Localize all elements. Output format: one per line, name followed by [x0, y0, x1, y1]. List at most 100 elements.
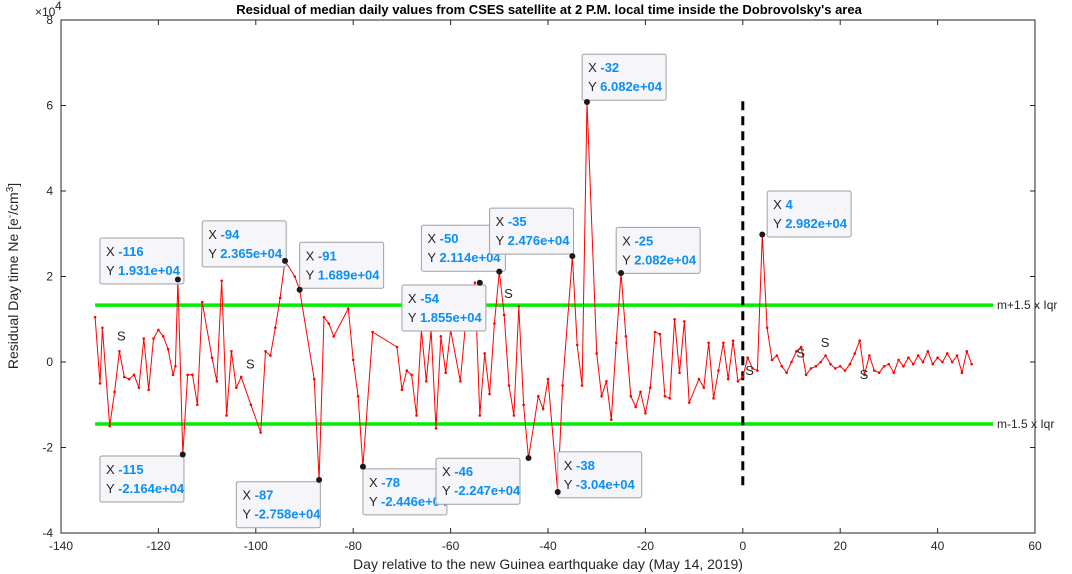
datatip-x-key: X [106, 462, 118, 477]
data-point [166, 347, 170, 351]
datatip-box [201, 220, 287, 268]
datatip-box [766, 190, 852, 238]
datatip-y-value: 2.082e+04 [634, 252, 697, 267]
datatip-y-key: Y [496, 233, 508, 248]
datatip-marker [496, 268, 503, 275]
data-point [278, 296, 282, 300]
datatip-marker [554, 488, 561, 495]
data-point [118, 350, 121, 353]
data-point [215, 379, 219, 383]
data-point [137, 386, 141, 389]
data-point [907, 356, 910, 360]
datatip-y-key: Y [427, 250, 439, 265]
x-tick-label: -20 [637, 539, 655, 553]
datatip-x-line: X -50 [427, 231, 458, 246]
datatip[interactable]: X -78Y -2.446e+04 [359, 463, 448, 516]
data-point [347, 307, 350, 310]
datatip-marker [296, 286, 303, 293]
datatip[interactable]: X -38Y -3.04e+04 [554, 451, 643, 499]
data-series [93, 100, 973, 494]
data-point [751, 367, 754, 370]
y-tick-label: -4 [42, 526, 53, 540]
datatip[interactable]: X -32Y 6.082e+04 [581, 53, 667, 105]
data-point [765, 326, 769, 330]
datatip-y-line: Y 1.855e+04 [408, 310, 483, 325]
datatip-x-value: -78 [381, 475, 400, 490]
x-axis: -140 -120 -100 -80 -60 -40 -20 0 20 40 60 [49, 20, 1042, 553]
data-point [960, 371, 964, 374]
data-point [230, 350, 233, 353]
datatip-y-line: Y -2.164e+04 [106, 481, 185, 496]
data-point [848, 362, 852, 366]
data-point [600, 394, 603, 398]
datatip-marker [359, 463, 366, 470]
datatip-x-line: X 4 [773, 197, 793, 212]
y-axis-title-part3: ] [5, 183, 21, 187]
data-point [327, 322, 331, 325]
datatip[interactable]: X 4Y 2.982e+04 [759, 190, 852, 238]
datatip-y-line: Y 1.931e+04 [106, 263, 181, 278]
datatip-x-value: -91 [318, 248, 337, 263]
data-point [191, 373, 194, 377]
datatip-y-value: 1.689e+04 [318, 267, 381, 282]
data-point [648, 386, 652, 389]
data-point [264, 350, 267, 353]
data-point [483, 352, 486, 355]
s-marker: S [796, 346, 805, 361]
datatip[interactable]: X -25Y 2.082e+04 [615, 226, 701, 276]
datatip[interactable]: X -46Y -2.247e+04 [435, 455, 532, 505]
data-point [424, 379, 428, 383]
datatip-y-key: Y [306, 267, 318, 282]
data-point [273, 326, 277, 330]
datatip-x-key: X [106, 244, 118, 259]
datatip-y-value: 2.365e+04 [220, 246, 283, 261]
datatip[interactable]: X -94Y 2.365e+04 [201, 220, 289, 268]
y-axis-title-sup1: - [5, 215, 16, 218]
x-tick-label: 0 [739, 539, 746, 553]
datatip[interactable]: X -35Y 2.476e+04 [489, 207, 576, 260]
datatip-marker [316, 476, 323, 483]
datatip-y-value: -2.247e+04 [454, 483, 521, 498]
datatip-y-key: Y [564, 477, 576, 492]
data-point [478, 414, 482, 417]
datatip-x-value: 4 [785, 197, 793, 212]
data-point [877, 371, 881, 374]
threshold-label: m-1.5 x Iqr [997, 417, 1054, 431]
datatip-x-line: X -38 [564, 458, 595, 473]
datatip[interactable]: X -91Y 1.689e+04 [296, 241, 385, 293]
data-point [200, 300, 204, 304]
data-point [683, 320, 686, 323]
data-point [892, 371, 896, 374]
data-point [712, 397, 715, 400]
datatip-box [299, 241, 385, 289]
data-point [536, 394, 540, 398]
s-marker: S [117, 329, 126, 344]
data-point [395, 345, 399, 349]
datatip[interactable]: X -87Y -2.758e+04 [235, 476, 323, 529]
datatip[interactable]: X -50Y 2.114e+04 [420, 224, 506, 275]
datatip[interactable]: X -54Y 1.855e+04 [401, 279, 487, 332]
data-point [790, 360, 793, 364]
data-point [931, 362, 935, 366]
datatip-marker [618, 269, 625, 276]
datatip-x-key: X [306, 248, 318, 263]
data-point [673, 317, 676, 321]
datatip-x-key: X [588, 60, 600, 75]
data-point [697, 377, 701, 381]
data-point [775, 354, 779, 357]
data-point [541, 407, 545, 411]
data-point [405, 369, 409, 372]
data-point [965, 350, 969, 353]
data-point [580, 384, 584, 387]
s-markers: S S S S S S S [117, 286, 869, 382]
datatip-y-value: 1.855e+04 [420, 310, 483, 325]
datatip-y-value: 1.931e+04 [118, 263, 181, 278]
data-point [575, 343, 579, 347]
datatip-y-key: Y [106, 263, 118, 278]
data-point [858, 339, 861, 342]
data-point [220, 279, 224, 283]
y-axis-title-sup2: 3 [5, 186, 16, 192]
